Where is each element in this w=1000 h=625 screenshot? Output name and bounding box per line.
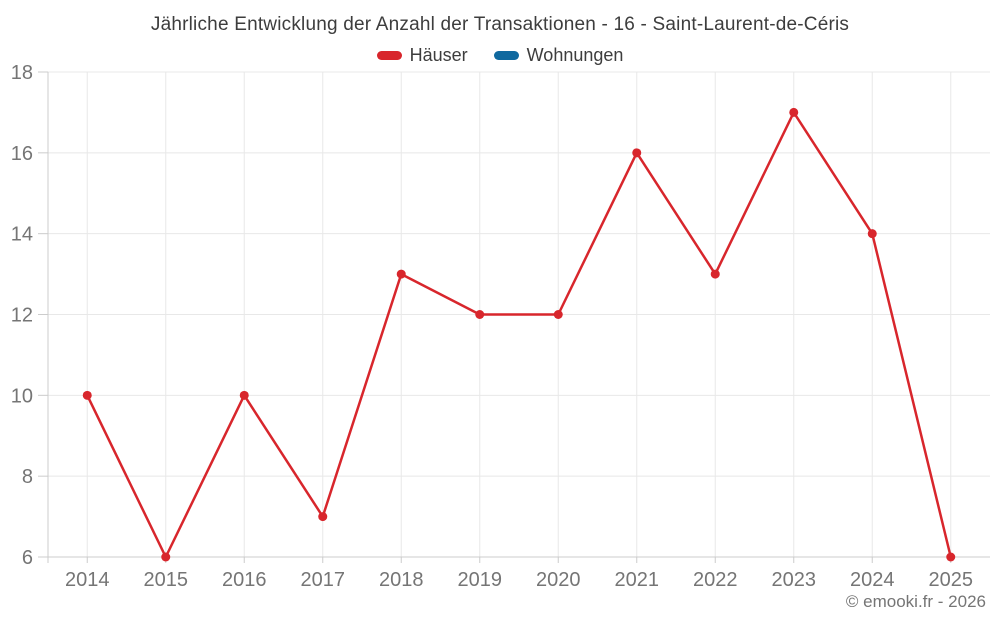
y-axis-label: 18: [11, 62, 33, 84]
data-point-2024[interactable]: [867, 229, 877, 239]
copyright-watermark: © emooki.fr - 2026: [845, 592, 986, 611]
y-axis-label: 12: [11, 305, 33, 327]
legend-item-haeuser[interactable]: Häuser: [376, 45, 468, 66]
x-axis-label: 2020: [536, 569, 581, 591]
y-axis-label: 6: [22, 547, 33, 569]
x-axis-label: 2015: [144, 569, 189, 591]
data-point-2023[interactable]: [789, 107, 799, 117]
data-point-2017[interactable]: [318, 512, 328, 522]
x-axis-label: 2022: [693, 569, 738, 591]
chart-legend: Häuser Wohnungen: [0, 45, 1000, 66]
haeuser-series-swatch-icon: [376, 51, 402, 60]
y-axis-label: 14: [11, 224, 33, 246]
data-point-2025[interactable]: [946, 552, 956, 562]
data-point-2022[interactable]: [710, 269, 720, 279]
x-axis-label: 2014: [65, 569, 110, 591]
y-axis-label: 8: [22, 466, 33, 488]
x-axis-label: 2021: [615, 569, 660, 591]
data-point-2019[interactable]: [475, 310, 485, 319]
series-line-häuser: [86, 111, 952, 559]
data-point-2020[interactable]: [553, 310, 563, 319]
data-point-2014[interactable]: [82, 390, 92, 400]
x-axis-label: 2019: [458, 569, 503, 591]
data-point-2015[interactable]: [161, 552, 171, 562]
x-axis-label: 2018: [379, 569, 424, 591]
legend-label-wohnungen: Wohnungen: [526, 45, 624, 65]
data-point-2021[interactable]: [632, 148, 642, 158]
data-point-2016[interactable]: [239, 390, 249, 400]
y-axis-label: 10: [11, 385, 33, 407]
data-point-2018[interactable]: [396, 269, 406, 279]
legend-label-haeuser: Häuser: [409, 45, 468, 65]
x-axis-label: 2023: [772, 569, 817, 591]
x-axis-label: 2025: [929, 569, 974, 591]
x-axis-label: 2016: [222, 569, 267, 591]
x-axis-label: 2017: [301, 569, 346, 591]
wohnungen-series-swatch-icon: [493, 51, 519, 60]
chart-title: Jährliche Entwicklung der Anzahl der Tra…: [150, 14, 850, 35]
y-axis-label: 16: [11, 143, 33, 165]
x-axis-label: 2024: [850, 569, 895, 591]
legend-item-wohnungen[interactable]: Wohnungen: [493, 45, 624, 66]
